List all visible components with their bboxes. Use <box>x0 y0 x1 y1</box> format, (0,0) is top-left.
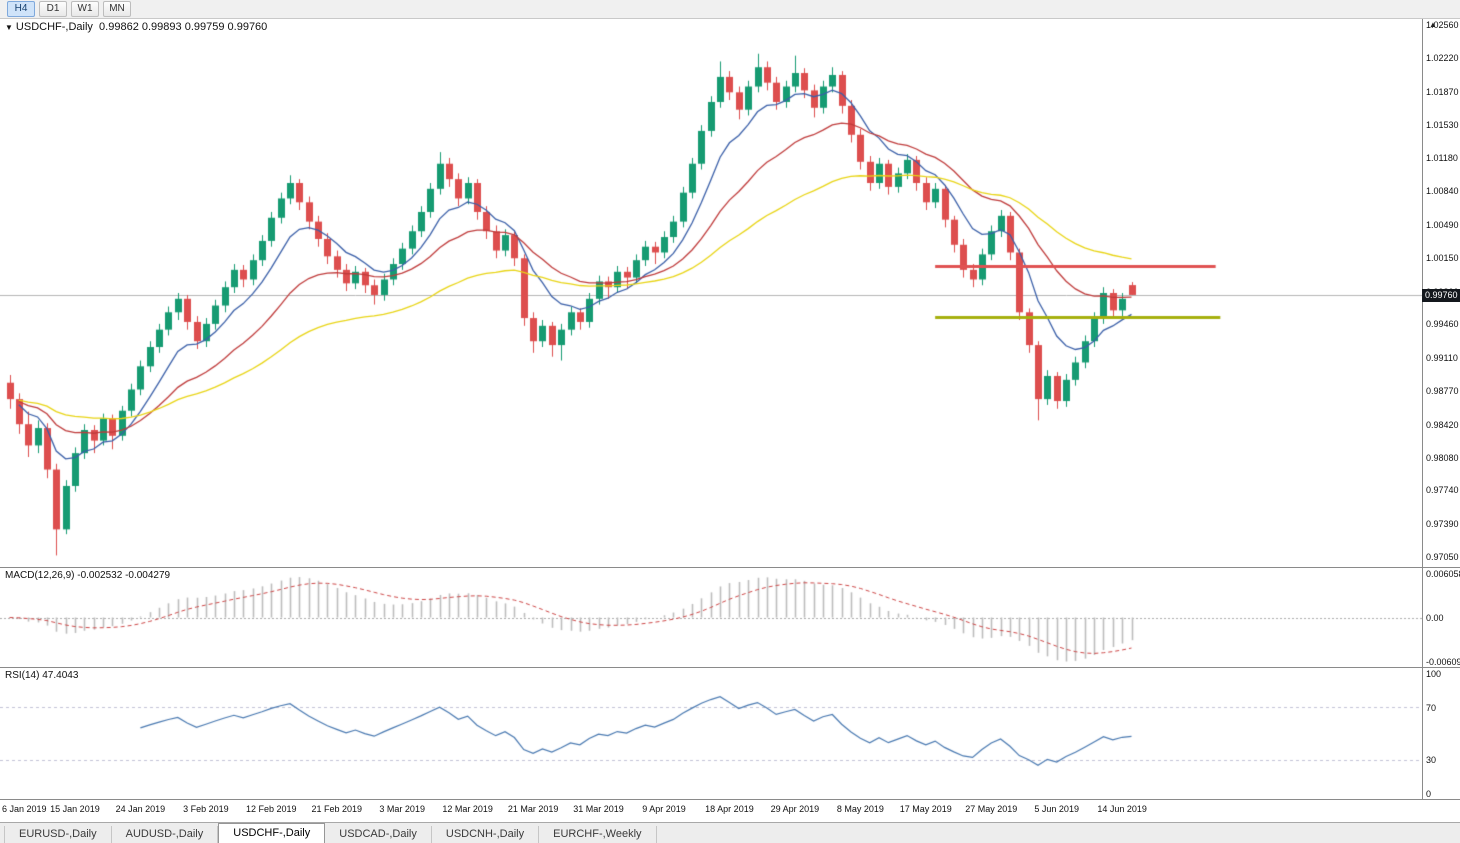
price-axis-label: 0.98080 <box>1426 452 1459 463</box>
price-axis-label: 0.97390 <box>1426 519 1459 530</box>
date-label: 8 May 2019 <box>836 804 884 814</box>
date-label: 6 Jan 2019 <box>2 804 47 814</box>
rsi-value: 47.4043 <box>42 670 79 681</box>
price-chart-canvas[interactable] <box>0 19 1422 567</box>
date-label: 24 Jan 2019 <box>115 804 166 814</box>
macd-axis-label: 0.006058 <box>1426 569 1460 579</box>
macd-canvas[interactable] <box>0 568 1422 667</box>
price-axis-label: 1.01870 <box>1426 86 1459 97</box>
price-axis-label: 0.99110 <box>1426 353 1458 364</box>
price-axis-label: 0.99460 <box>1426 319 1459 330</box>
macd-label: MACD(12,26,9) -0.002532 -0.004279 <box>5 570 170 581</box>
rsi-axis-label: 30 <box>1426 755 1437 766</box>
quote-high: 0.99893 <box>141 21 182 33</box>
price-axis-label: 1.02560 <box>1426 20 1459 31</box>
macd-name: MACD(12,26,9) <box>5 570 75 581</box>
tab-audusd-daily[interactable]: AUDUSD-,Daily <box>112 826 219 843</box>
price-axis-label: 0.98770 <box>1426 385 1459 396</box>
price-axis-label: 1.00840 <box>1426 186 1459 197</box>
macd-signal-value: -0.004279 <box>125 570 171 581</box>
timeframe-button-d1[interactable]: D1 <box>39 1 67 17</box>
rsi-axis-label: 0 <box>1426 789 1432 799</box>
timeframe-button-mn[interactable]: MN <box>103 1 131 17</box>
price-axis-label: 1.01180 <box>1426 153 1458 164</box>
tab-usdcnh-daily[interactable]: USDCNH-,Daily <box>432 826 540 843</box>
quote-close: 0.99760 <box>227 21 268 33</box>
date-label: 3 Feb 2019 <box>183 804 229 814</box>
rsi-label: RSI(14) 47.4043 <box>5 670 78 681</box>
date-label: 12 Feb 2019 <box>246 804 297 814</box>
timeframe-button-h4[interactable]: H4 <box>7 1 35 17</box>
date-label: 9 Apr 2019 <box>642 804 686 814</box>
tab-eurusd-daily[interactable]: EURUSD-,Daily <box>4 826 112 843</box>
pane-divider[interactable] <box>0 667 1460 668</box>
price-axis-label: 0.98420 <box>1426 419 1459 430</box>
price-axis-label: 1.00490 <box>1426 220 1459 230</box>
time-axis[interactable]: 6 Jan 2019 15 Jan 2019 24 Jan 2019 3 Feb 20… <box>0 800 1422 822</box>
price-axis-label: 0.97740 <box>1426 485 1459 496</box>
price-axis[interactable]: ▲ 1.02560 1.02220 1.01870 1.01530 1.01180 1.0… <box>1422 19 1460 800</box>
price-axis-label: 1.00150 <box>1426 252 1459 263</box>
quote-open: 0.99862 <box>99 21 139 33</box>
price-scale-arrow-icon: ▲ <box>1429 20 1437 29</box>
macd-axis-label: 0.00 <box>1426 613 1444 623</box>
quote-low: 0.99759 <box>184 21 225 33</box>
tab-eurchf-weekly[interactable]: EURCHF-,Weekly <box>539 826 657 843</box>
pane-divider[interactable] <box>0 799 1460 800</box>
date-label: 21 Feb 2019 <box>311 804 363 814</box>
main-chart-pane: ▼ USDCHF-,Daily 0.99862 0.99893 0.99759 0… <box>0 19 1422 567</box>
date-label: 31 Mar 2019 <box>573 804 624 814</box>
rsi-pane: RSI(14) 47.4043 <box>0 668 1422 799</box>
current-price-badge: 0.99760 <box>1422 288 1460 302</box>
chart-quote: ▼ USDCHF-,Daily 0.99862 0.99893 0.99759 0… <box>5 21 267 33</box>
date-label: 15 Jan 2019 <box>50 804 100 814</box>
date-label: 3 Mar 2019 <box>379 804 425 814</box>
rsi-axis-label: 70 <box>1426 702 1437 713</box>
date-label: 12 Mar 2019 <box>442 804 493 814</box>
timeframe-button-w1[interactable]: W1 <box>71 1 99 17</box>
price-axis-label: 0.97050 <box>1426 551 1459 562</box>
chart-tabs-bar: EURUSD-,Daily AUDUSD-,Daily USDCHF-,Daily U… <box>0 822 1460 843</box>
date-label: 29 Apr 2019 <box>770 804 820 814</box>
date-label: 27 May 2019 <box>965 804 1018 814</box>
rsi-canvas[interactable] <box>0 668 1422 799</box>
price-axis-label: 1.02220 <box>1426 53 1459 64</box>
timeframe-toolbar: H4 D1 W1 MN <box>0 0 1460 19</box>
rsi-name: RSI(14) <box>5 670 40 681</box>
date-label: 14 Jun 2019 <box>1097 804 1147 814</box>
date-label: 5 Jun 2019 <box>1034 804 1079 814</box>
tab-usdchf-daily[interactable]: USDCHF-,Daily <box>218 823 326 843</box>
tab-usdcad-daily[interactable]: USDCAD-,Daily <box>325 826 432 843</box>
macd-value: -0.002532 <box>77 570 123 581</box>
rsi-axis-label: 100 <box>1426 669 1442 679</box>
date-label: 18 Apr 2019 <box>705 804 754 814</box>
macd-pane: MACD(12,26,9) -0.002532 -0.004279 <box>0 568 1422 667</box>
date-label: 17 May 2019 <box>899 804 952 814</box>
symbol-marker-icon: ▼ <box>5 23 13 32</box>
price-axis-label: 1.01530 <box>1426 119 1459 130</box>
pane-divider[interactable] <box>0 567 1460 568</box>
date-label: 21 Mar 2019 <box>507 804 559 814</box>
symbol-label: USDCHF-,Daily <box>15 21 93 33</box>
